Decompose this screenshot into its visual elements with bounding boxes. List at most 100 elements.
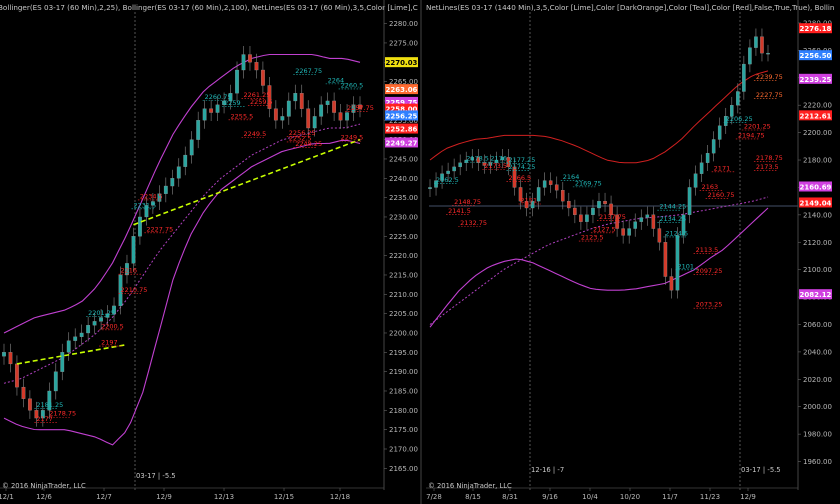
candle-down [657,228,662,243]
candle-up [92,321,97,326]
netline-label: 2259.5 [250,98,273,106]
price-marker: 2149.04 [799,197,832,208]
x-tick-label: 10/4 [582,493,598,501]
candle-down [663,242,668,277]
y-tick-label: 2255.00 [389,117,418,125]
netline-label: 2171 [714,164,731,172]
x-tick-label: 7/28 [426,493,442,501]
candle-up [118,274,123,307]
y-tick-label: 2245.00 [389,155,418,163]
y-tick-label: 1980.00 [803,431,832,439]
netline-label: 2260.5 [341,81,364,89]
time-axis[interactable]: 12/1 12/6 12/7 12/9 12/13 12/15 12/18 [0,487,384,501]
candle-up [458,162,462,168]
contract-footer-label-right: 03-17 | -5.5 [741,466,781,474]
band-upper [3,53,361,334]
price-marker-label: 2252.86 [386,126,418,134]
x-tick-label: 8/31 [502,493,518,501]
candle-down [209,108,214,113]
candle-down [760,36,764,54]
band-midline [429,196,769,325]
candle-up [131,236,136,264]
candlesticks [428,28,770,299]
netline-label: 2249.5 [341,134,364,142]
candle-up [40,410,45,419]
candle-up [730,105,734,117]
candle-down [476,157,481,163]
panel-splitter[interactable] [418,0,426,504]
candle-up [754,36,758,48]
price-markers: 2276.18 2256.50 2239.25 2212.61 2160.69 2149.… [799,23,832,300]
contract-footer-label-left: 12-16 | -7 [531,466,564,474]
netline-label: 2097.25 [696,267,723,275]
candle-up [440,173,444,181]
candle-up [86,325,91,334]
trendlines[interactable] [16,138,361,365]
price-marker-box [799,50,832,61]
candle-up [736,91,740,106]
candle-up [687,187,692,215]
candle-up [597,200,601,209]
netline-label: 2261.25 [243,91,270,99]
candle-down [561,190,565,202]
y-tick-label: 2170.00 [389,445,418,453]
candle-up [189,139,194,156]
candle-down [34,410,39,419]
y-tick-label: 2195.00 [389,349,418,357]
chart-panel-60min[interactable]: Bollinger(ES 03-17 (60 Min),2,25), Bolli… [0,0,432,501]
price-axis[interactable]: 2280.002275.002270.002265.002260.002255.… [384,20,418,473]
time-axis[interactable]: 7/28 8/15 8/31 9/16 10/4 10/20 11/7 11/23 12/9 [426,487,798,501]
netline-label: 2234.5 [140,192,163,200]
netline-label: 2148.75 [454,198,481,206]
candle-up [645,214,650,218]
candle-down [248,54,252,63]
netline-label: 2164 [563,173,580,181]
candle-up [434,180,438,188]
netline-label: 2163 [702,183,719,191]
candle-down [261,69,265,86]
y-tick-label: 2040.00 [803,348,832,356]
plot-area[interactable] [426,0,798,488]
plot-area[interactable] [0,0,384,488]
trendline[interactable] [16,343,128,365]
price-marker: 2160.69 [799,181,832,192]
candle-up [470,157,475,161]
netline-label: 2181.25 [36,401,63,409]
chart-panel-1440min[interactable]: NetLines(ES 03-17 (1440 Min),3,5,Color [… [426,0,834,501]
price-marker-box [799,23,832,34]
candle-up [60,352,65,372]
candle-up [312,116,317,129]
band-lower [3,139,361,446]
x-tick-label: 9/16 [542,493,558,501]
candle-up [693,173,698,188]
candle-up [150,201,155,206]
netline-label: 2259 [224,99,241,107]
netline-label: 2123.5 [581,234,604,242]
y-tick-label: 2100.00 [803,266,832,274]
candle-down [273,108,278,121]
candle-up [591,207,595,215]
x-tick-label: 12/7 [96,493,112,501]
candle-up [125,263,129,276]
candle-up [53,371,58,392]
y-tick-label: 2200.00 [389,329,418,337]
y-tick-label: 2215.00 [389,271,418,279]
candle-up [530,200,535,209]
price-marker-box [385,123,418,134]
candle-up [79,332,84,337]
panel-title: NetLines(ES 03-17 (1440 Min),3,5,Color [… [426,3,834,12]
candlesticks [2,46,362,427]
candle-down [609,203,613,215]
price-marker-box [799,110,832,121]
price-marker-label: 2160.69 [800,183,832,191]
price-marker: 2276.18 [799,23,832,34]
netline-label: 2134.25 [659,215,686,223]
candle-up [163,185,168,194]
candle-up [585,214,589,222]
candle-up [99,317,103,322]
price-marker-box [799,197,832,208]
trendline[interactable] [133,138,361,226]
candle-down [567,200,571,209]
x-tick-label: 11/7 [662,493,678,501]
